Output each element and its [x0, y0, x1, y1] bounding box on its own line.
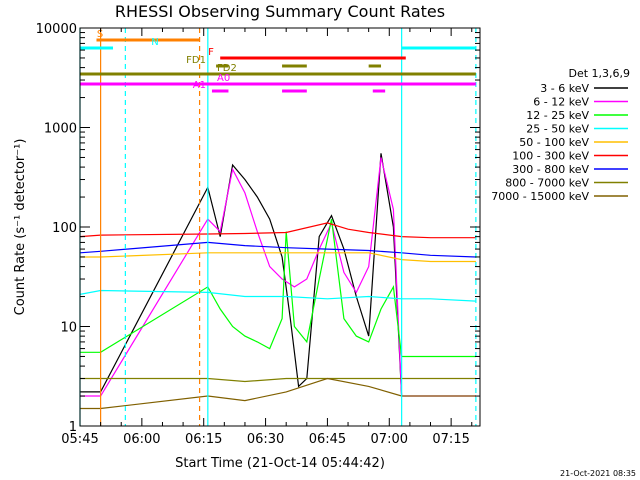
legend-label-1: 6 - 12 keV [533, 96, 589, 109]
series-line-7 [80, 377, 476, 383]
legend-label-8: 7000 - 15000 keV [491, 190, 589, 203]
series-line-6 [79, 241, 476, 258]
footer-timestamp: 21-Oct-2021 08:35 [560, 469, 636, 478]
x-tick-label-1: 06:00 [123, 432, 160, 447]
flag-label-s: S [97, 29, 103, 40]
legend-title: Det 1,3,6,9 [568, 67, 630, 80]
x-tick-label-5: 07:00 [371, 432, 408, 447]
y-tick-label-0: 1 [69, 420, 77, 435]
y-tick-label-3: 1000 [44, 122, 77, 137]
y-tick-label-2: 100 [52, 221, 77, 236]
x-axis-ticks: 05:45 06:00 06:15 06:30 06:45 07:00 07:15 [61, 28, 473, 447]
x-tick-label-6: 07:15 [432, 432, 469, 447]
series-line-4 [80, 252, 476, 263]
series-line-8 [80, 377, 476, 410]
legend-label-4: 50 - 100 keV [519, 136, 589, 149]
x-tick-label-0: 05:45 [61, 432, 98, 447]
flag-label-f: F [208, 47, 214, 58]
series-layer [79, 153, 476, 410]
series-line-0 [80, 153, 403, 397]
legend-label-3: 25 - 50 keV [526, 123, 589, 136]
series-line-5 [79, 222, 476, 239]
y-axis-label: Count Rate (s⁻¹ detector⁻¹) [13, 139, 28, 316]
flag-label-fd1: FD1 [186, 55, 206, 66]
flag-label-a0: A0 [217, 73, 230, 84]
x-axis-label: Start Time (21-Oct-14 05:44:42) [175, 456, 385, 471]
y-axis-ticks: 1 10 100 1000 10000 [36, 22, 480, 435]
series-line-1 [80, 157, 476, 397]
flag-label-a1: A1 [193, 80, 206, 91]
legend-label-6: 300 - 800 keV [512, 163, 589, 176]
x-tick-label-4: 06:45 [309, 432, 346, 447]
series-line-3 [79, 289, 476, 302]
gap-layer [100, 28, 208, 426]
flag-label-n: N [151, 37, 158, 48]
legend-label-5: 100 - 300 keV [512, 150, 589, 163]
flag-label-fd2: FD2 [217, 63, 237, 74]
chart-title: RHESSI Observing Summary Count Rates [115, 2, 445, 21]
legend-label-2: 12 - 25 keV [526, 109, 589, 122]
x-tick-label-2: 06:15 [185, 432, 222, 447]
y-tick-label-4: 10000 [36, 22, 77, 37]
data-gap [100, 28, 208, 426]
y-tick-label-1: 10 [60, 321, 77, 336]
legend-label-7: 800 - 7000 keV [505, 177, 589, 190]
legend-label-0: 3 - 6 keV [540, 82, 589, 95]
x-tick-label-3: 06:30 [247, 432, 284, 447]
